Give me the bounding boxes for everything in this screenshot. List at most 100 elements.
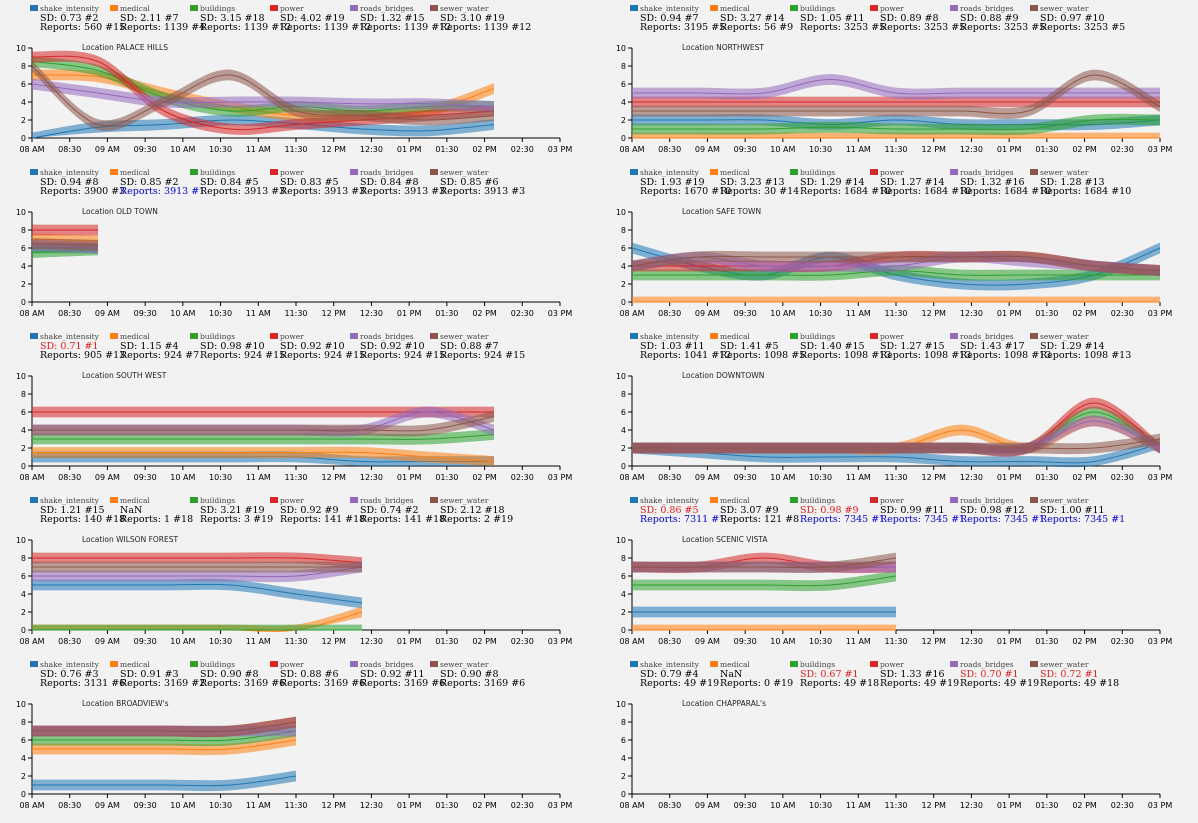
sd-value: SD: 0.88 #9 (960, 13, 1019, 24)
legend-label: shake_intensity (40, 660, 99, 669)
legend-item: roads_bridges SD: 0.88 #9 Reports: 3253 #5 (950, 4, 1045, 36)
y-tick-label: 4 (21, 590, 26, 599)
sd-value: SD: 1.32 #15 (360, 13, 425, 24)
series-area-sewer_water (632, 433, 1160, 455)
x-tick-label: 10 AM (170, 801, 195, 810)
legend: shake_intensity SD: 0.76 #3 Reports: 3131 … (30, 660, 590, 692)
x-tick-label: 12:30 (960, 145, 983, 154)
area-plot: 0 2 4 6 8 10 08 AM 08:30 09 AM 09:30 10 AM 10:30 11 … (616, 207, 1173, 318)
legend-item: power SD: 1.27 #14 Reports: 1684 #10 (870, 168, 971, 200)
legend-swatch (950, 333, 958, 339)
area-plot: 0 2 4 6 8 10 08 AM 08:30 09 AM 09:30 10 AM 10:30 11 … (16, 371, 573, 482)
x-tick-label: 11:30 (284, 145, 307, 154)
y-tick-label: 4 (621, 754, 626, 763)
chart-panel: shake_intensity SD: 0.94 #7 Reports: 3195 … (600, 0, 1198, 164)
legend-swatch (190, 497, 198, 503)
x-tick-label: 10:30 (809, 637, 832, 646)
sd-value: SD: 1.33 #16 (880, 669, 945, 680)
legend-label: medical (720, 4, 750, 13)
series-line-buildings (632, 118, 1161, 131)
reports-value: Reports: 30 #14 (720, 186, 800, 197)
legend-label: roads_bridges (360, 660, 414, 669)
legend-label: shake_intensity (640, 168, 699, 177)
sd-value: SD: 0.94 #7 (640, 13, 699, 24)
x-tick-label: 01:30 (1035, 801, 1058, 810)
x-tick-label: 09:30 (134, 309, 157, 318)
y-tick-label: 0 (621, 298, 626, 307)
reports-value: Reports: 3253 #5 (880, 22, 966, 33)
legend-item: buildings SD: 1.05 #11 Reports: 3253 #5 (790, 4, 885, 36)
x-tick-label: 08:30 (658, 145, 681, 154)
x-tick-label: 03 PM (1148, 473, 1173, 482)
sd-value: SD: 0.91 #3 (120, 669, 179, 680)
legend-label: sewer_water (1040, 660, 1089, 669)
y-tick-label: 6 (621, 572, 626, 581)
x-tick-label: 01:30 (1035, 637, 1058, 646)
reports-value: Reports: 1684 #10 (800, 186, 892, 197)
x-tick-label: 01:30 (435, 145, 458, 154)
x-tick-label: 01 PM (397, 637, 422, 646)
legend-swatch (790, 333, 798, 339)
x-tick-label: 10 AM (770, 473, 795, 482)
series-area-medical (32, 446, 494, 466)
x-tick-label: 02:30 (511, 473, 534, 482)
legend-label: buildings (800, 496, 836, 505)
sd-value: SD: 1.15 #4 (120, 341, 179, 352)
legend-label: sewer_water (440, 660, 489, 669)
reports-value: Reports: 905 #13 (40, 350, 126, 361)
series-area-shake_intensity (32, 578, 362, 609)
legend-item: roads_bridges SD: 0.74 #2 Reports: 141 #18 (350, 496, 445, 528)
legend-item: sewer_water SD: 0.90 #8 Reports: 3169 #6 (430, 660, 525, 692)
y-tick-label: 2 (21, 280, 26, 289)
legend-label: shake_intensity (40, 496, 99, 505)
legend-item: power SD: 4.02 #19 Reports: 1139 #12 (270, 4, 371, 36)
x-tick-label: 01:30 (435, 637, 458, 646)
x-tick-label: 11 AM (246, 801, 271, 810)
legend: shake_intensity SD: 1.21 #15 Reports: 140 … (30, 496, 590, 528)
legend-item: shake_intensity SD: 1.21 #15 Reports: 140 … (30, 496, 125, 528)
x-tick-label: 08 AM (619, 145, 644, 154)
x-tick-label: 09:30 (734, 637, 757, 646)
x-tick-label: 02 PM (1072, 145, 1097, 154)
series-area-medical (632, 624, 896, 630)
sd-value: SD: 0.84 #5 (200, 177, 259, 188)
legend-swatch (630, 661, 638, 667)
legend-item: medical SD: 1.15 #4 Reports: 924 #7 (110, 332, 199, 364)
chart-panel: shake_intensity SD: 1.03 #11 Reports: 1041… (600, 328, 1198, 492)
legend-label: buildings (200, 168, 236, 177)
reports-value: Reports: 1670 #10 (640, 186, 732, 197)
legend-swatch (110, 661, 118, 667)
x-tick-label: 01 PM (997, 145, 1022, 154)
y-tick-label: 0 (21, 298, 26, 307)
y-tick-label: 6 (621, 736, 626, 745)
legend: shake_intensity SD: 0.71 #1 Reports: 905 #… (30, 332, 590, 364)
series-area-buildings (32, 429, 494, 445)
area-plot: 0 2 4 6 8 10 08 AM 08:30 09 AM 09:30 10 AM 10:30 11 … (16, 207, 573, 318)
reports-value: Reports: 924 #15 (200, 350, 286, 361)
sd-value: SD: 2.11 #7 (120, 13, 179, 24)
x-tick-label: 03 PM (1148, 309, 1173, 318)
area-plot: 0 2 4 6 8 10 08 AM 08:30 09 AM 09:30 10 AM 10:30 11 … (616, 43, 1173, 154)
x-tick-label: 08 AM (19, 801, 44, 810)
sd-value: SD: 0.98 #9 (800, 505, 859, 516)
x-tick-label: 01 PM (397, 473, 422, 482)
y-tick-label: 2 (21, 444, 26, 453)
legend-label: buildings (200, 496, 236, 505)
legend-label: shake_intensity (40, 332, 99, 341)
series-line-buildings (632, 575, 897, 587)
x-tick-label: 01 PM (997, 309, 1022, 318)
y-tick-label: 0 (21, 626, 26, 635)
x-tick-label: 11 AM (846, 473, 871, 482)
x-tick-label: 02 PM (472, 637, 497, 646)
sd-value: SD: 4.02 #19 (280, 13, 345, 24)
sd-value: SD: 1.29 #14 (800, 177, 865, 188)
reports-value: Reports: 1098 #5 (720, 350, 806, 361)
x-tick-label: 12:30 (960, 801, 983, 810)
legend-label: medical (120, 4, 150, 13)
x-tick-label: 02:30 (511, 145, 534, 154)
sd-value: SD: 0.88 #7 (440, 341, 499, 352)
legend-label: sewer_water (440, 496, 489, 505)
legend-swatch (1030, 497, 1038, 503)
x-tick-label: 11:30 (884, 473, 907, 482)
legend-label: sewer_water (440, 332, 489, 341)
